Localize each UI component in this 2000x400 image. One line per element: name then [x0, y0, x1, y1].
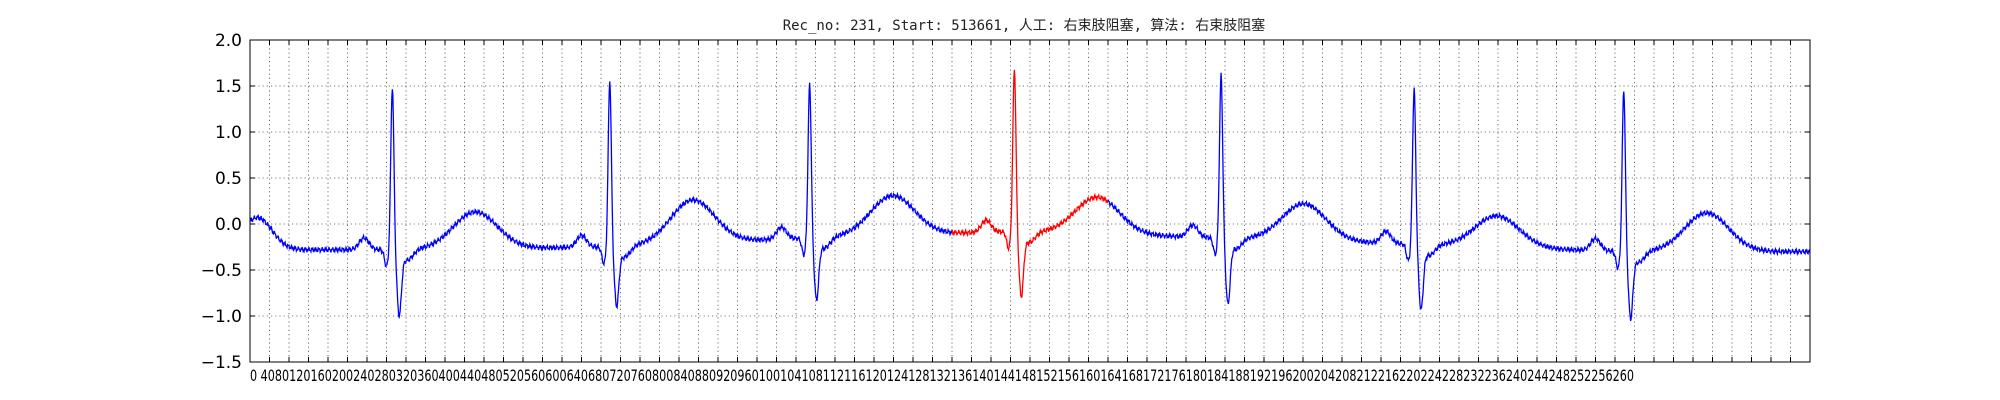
y-tick-label: −0.5	[201, 261, 242, 281]
ecg-line-segment-2	[1107, 72, 1811, 322]
chart-title: Rec_no: 231, Start: 513661, 人工: 右束肢阻塞, 算…	[783, 17, 1266, 34]
ecg-series	[249, 69, 1811, 322]
y-axis: −1.5 −1.0 −0.5 0.0 0.5 1.0 1.5 2.0	[201, 31, 1810, 373]
y-tick-label: 0.5	[215, 169, 242, 189]
x-tick-labels: 0 40801201602002402803203604004404805205…	[250, 366, 1634, 385]
ecg-line-highlighted-beat	[951, 69, 1109, 299]
ecg-line-segment-1	[249, 81, 953, 320]
y-tick-label: 0.0	[215, 215, 242, 235]
y-tick-label: 1.5	[215, 77, 242, 97]
y-tick-label: −1.5	[201, 353, 242, 373]
y-tick-label: 1.0	[215, 123, 242, 143]
y-tick-label: −1.0	[201, 307, 242, 327]
x-axis	[249, 40, 1811, 362]
y-tick-label: 2.0	[215, 31, 242, 51]
